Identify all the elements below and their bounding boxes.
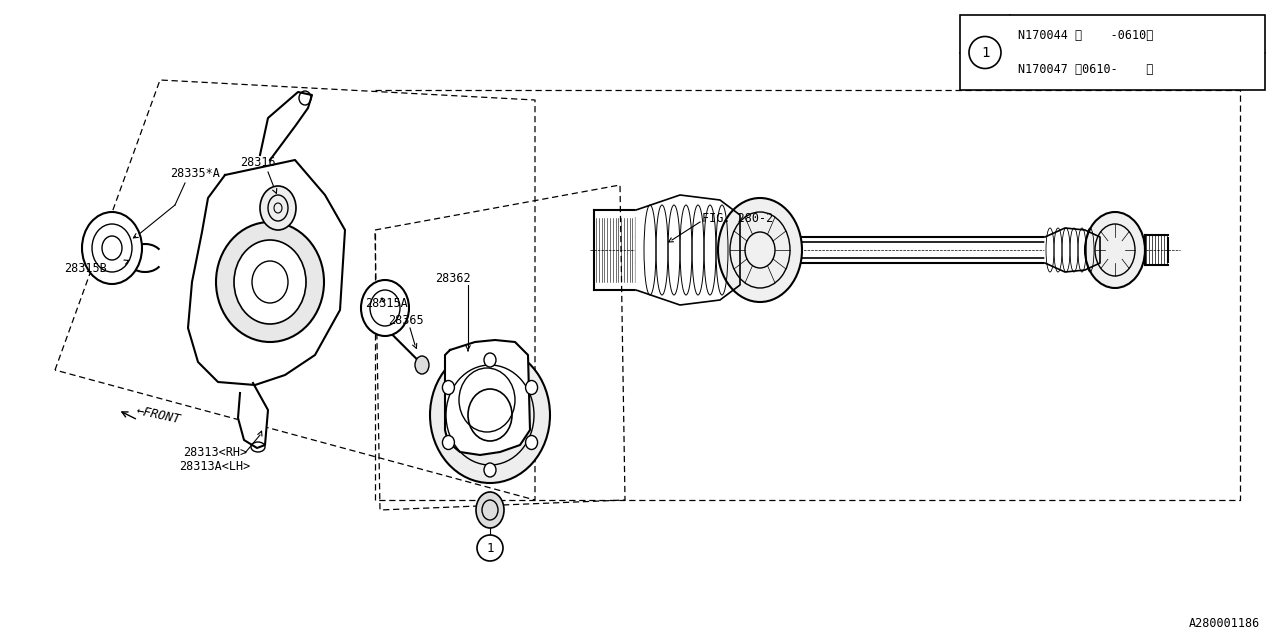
Polygon shape bbox=[260, 92, 312, 160]
Text: 28316: 28316 bbox=[241, 156, 275, 168]
Ellipse shape bbox=[234, 240, 306, 324]
Text: N170047 〈0610-    〉: N170047 〈0610- 〉 bbox=[1018, 63, 1153, 76]
Text: ←FRONT: ←FRONT bbox=[134, 404, 182, 426]
Text: 28335*A: 28335*A bbox=[170, 166, 220, 179]
Ellipse shape bbox=[443, 435, 454, 449]
Polygon shape bbox=[1044, 228, 1100, 272]
Ellipse shape bbox=[526, 435, 538, 449]
Circle shape bbox=[477, 535, 503, 561]
Text: 1: 1 bbox=[980, 45, 989, 60]
Circle shape bbox=[969, 36, 1001, 68]
Ellipse shape bbox=[82, 212, 142, 284]
Polygon shape bbox=[238, 383, 268, 448]
Ellipse shape bbox=[718, 198, 803, 302]
Text: 28365: 28365 bbox=[388, 314, 424, 326]
Text: 28313A<LH>: 28313A<LH> bbox=[179, 461, 251, 474]
Text: 28315A: 28315A bbox=[365, 296, 408, 310]
Text: FIG. 280-2: FIG. 280-2 bbox=[701, 211, 773, 225]
Ellipse shape bbox=[484, 353, 497, 367]
Ellipse shape bbox=[415, 356, 429, 374]
Polygon shape bbox=[445, 340, 530, 455]
Ellipse shape bbox=[484, 463, 497, 477]
Bar bbox=[960, 15, 1265, 90]
Text: 28313<RH>: 28313<RH> bbox=[183, 445, 247, 458]
Ellipse shape bbox=[476, 492, 504, 528]
Text: 28315B: 28315B bbox=[64, 262, 106, 275]
Polygon shape bbox=[636, 195, 740, 305]
Ellipse shape bbox=[1085, 212, 1146, 288]
Polygon shape bbox=[188, 160, 346, 385]
Ellipse shape bbox=[526, 381, 538, 394]
Text: N170044 〈    -0610〉: N170044 〈 -0610〉 bbox=[1018, 29, 1153, 42]
Ellipse shape bbox=[361, 280, 410, 336]
Ellipse shape bbox=[430, 347, 550, 483]
Text: A280001186: A280001186 bbox=[1189, 617, 1260, 630]
Text: 28362: 28362 bbox=[435, 271, 471, 285]
Ellipse shape bbox=[216, 222, 324, 342]
Ellipse shape bbox=[260, 186, 296, 230]
Text: 1: 1 bbox=[486, 541, 494, 554]
Ellipse shape bbox=[443, 381, 454, 394]
